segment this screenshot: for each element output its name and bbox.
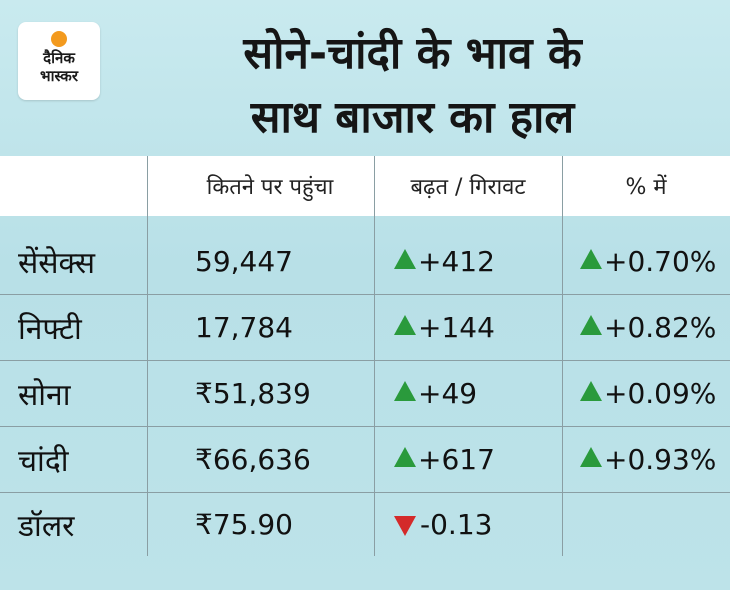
row-change: +412 — [394, 228, 495, 294]
column-divider — [147, 156, 148, 556]
row-value: ₹75.90 — [195, 507, 293, 541]
down-arrow-icon — [394, 516, 416, 536]
header-percent: % में — [625, 175, 667, 200]
up-arrow-icon — [580, 249, 602, 269]
table-header: कितने पर पहुंचा बढ़त / गिरावट % में — [0, 156, 730, 216]
row-value: 17,784 — [195, 310, 293, 344]
up-arrow-icon — [394, 381, 416, 401]
change-text: +49 — [418, 376, 478, 410]
table-row: निफ्टी 17,784 +144 +0.82% — [0, 294, 730, 361]
change-text: +617 — [418, 442, 495, 476]
change-text: -0.13 — [420, 507, 493, 541]
row-value: ₹66,636 — [195, 442, 311, 476]
row-percent: +0.70% — [580, 228, 716, 294]
up-arrow-icon — [580, 447, 602, 467]
row-change: +617 — [394, 426, 495, 492]
percent-text: +0.82% — [604, 310, 717, 344]
table-row: चांदी ₹66,636 +617 +0.93% — [0, 426, 730, 493]
row-change: -0.13 — [394, 492, 492, 556]
column-divider — [374, 156, 375, 556]
row-name: निफ्टी — [18, 311, 82, 347]
row-percent: +0.09% — [580, 360, 716, 426]
row-name: सेंसेक्स — [18, 245, 96, 281]
row-percent: +0.93% — [580, 426, 716, 492]
market-table: कितने पर पहुंचा बढ़त / गिरावट % में सेंस… — [0, 156, 730, 556]
row-change: +144 — [394, 294, 495, 360]
sun-icon — [51, 31, 67, 47]
change-text: +412 — [418, 244, 495, 278]
percent-text: +0.70% — [604, 244, 717, 278]
table-row: डॉलर ₹75.90 -0.13 — [0, 492, 730, 556]
row-change: +49 — [394, 360, 477, 426]
header-value: कितने पर पहुंचा — [206, 175, 334, 200]
table-row: सेंसेक्स 59,447 +412 +0.70% — [0, 228, 730, 295]
up-arrow-icon — [394, 315, 416, 335]
percent-text: +0.09% — [604, 376, 717, 410]
table-row: सोना ₹51,839 +49 +0.09% — [0, 360, 730, 427]
up-arrow-icon — [580, 381, 602, 401]
brand-line2: भास्कर — [40, 67, 78, 85]
brand-line1: दैनिक — [43, 49, 75, 67]
row-value: ₹51,839 — [195, 376, 311, 410]
title-line2: साथ बाजार का हाल — [250, 92, 575, 143]
row-name: सोना — [18, 377, 71, 413]
brand-logo: दैनिक भास्कर — [18, 22, 100, 100]
up-arrow-icon — [580, 315, 602, 335]
row-value: 59,447 — [195, 244, 293, 278]
title-line1: सोने-चांदी के भाव के — [243, 28, 582, 79]
page-title: सोने-चांदी के भाव के साथ बाजार का हाल — [120, 22, 705, 150]
row-name: चांदी — [18, 443, 69, 479]
up-arrow-icon — [394, 249, 416, 269]
up-arrow-icon — [394, 447, 416, 467]
row-percent: +0.82% — [580, 294, 716, 360]
row-name: डॉलर — [18, 508, 75, 544]
header-change: बढ़त / गिरावट — [410, 175, 526, 200]
change-text: +144 — [418, 310, 495, 344]
column-divider — [562, 156, 563, 556]
percent-text: +0.93% — [604, 442, 717, 476]
